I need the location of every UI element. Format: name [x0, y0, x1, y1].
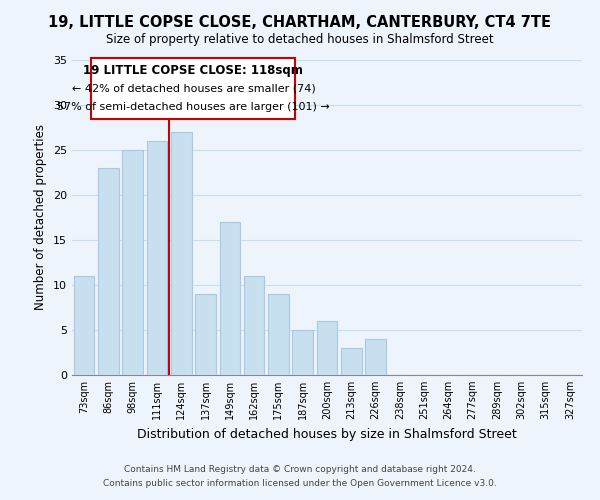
Bar: [268, 294, 289, 375]
Text: ← 42% of detached houses are smaller (74): ← 42% of detached houses are smaller (74…: [71, 84, 316, 94]
Bar: [146, 141, 167, 375]
Bar: [365, 339, 386, 375]
Bar: [195, 294, 216, 375]
Bar: [74, 276, 94, 375]
Bar: [341, 348, 362, 375]
Text: Contains HM Land Registry data © Crown copyright and database right 2024.
Contai: Contains HM Land Registry data © Crown c…: [103, 466, 497, 487]
Bar: [171, 132, 191, 375]
Bar: [244, 276, 265, 375]
Y-axis label: Number of detached properties: Number of detached properties: [34, 124, 47, 310]
X-axis label: Distribution of detached houses by size in Shalmsford Street: Distribution of detached houses by size …: [137, 428, 517, 440]
Bar: [317, 321, 337, 375]
FancyBboxPatch shape: [91, 58, 295, 118]
Bar: [220, 222, 240, 375]
Bar: [292, 330, 313, 375]
Text: Size of property relative to detached houses in Shalmsford Street: Size of property relative to detached ho…: [106, 32, 494, 46]
Text: 19 LITTLE COPSE CLOSE: 118sqm: 19 LITTLE COPSE CLOSE: 118sqm: [83, 64, 304, 78]
Text: 19, LITTLE COPSE CLOSE, CHARTHAM, CANTERBURY, CT4 7TE: 19, LITTLE COPSE CLOSE, CHARTHAM, CANTER…: [49, 15, 551, 30]
Bar: [98, 168, 119, 375]
Bar: [122, 150, 143, 375]
Text: 57% of semi-detached houses are larger (101) →: 57% of semi-detached houses are larger (…: [57, 102, 330, 112]
